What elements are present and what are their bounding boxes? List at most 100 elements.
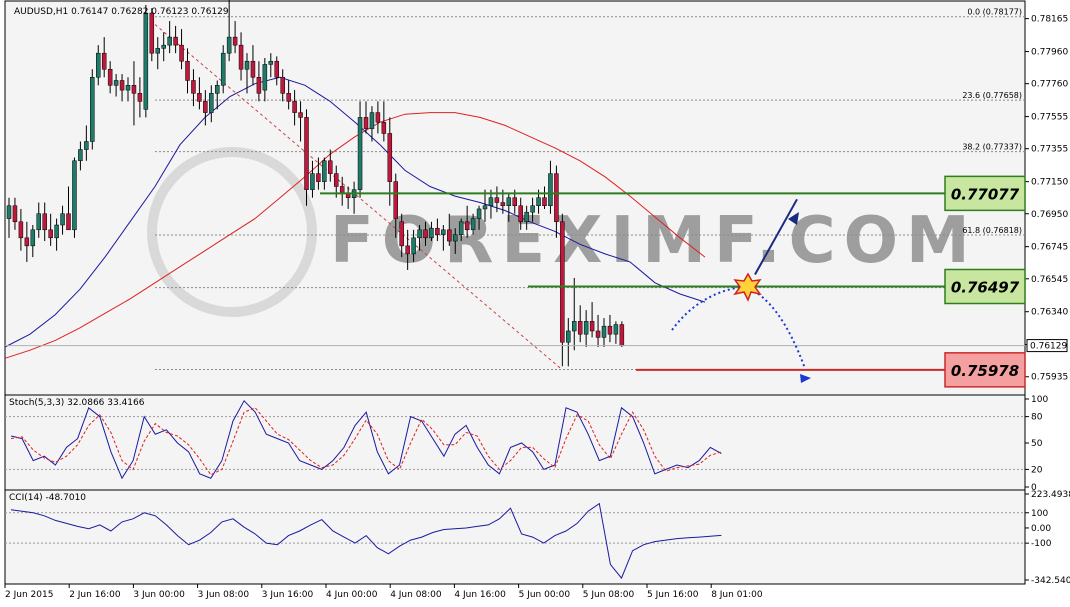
time-tick-label: 5 Jun 16:00 xyxy=(647,590,699,600)
price-tick-label: 0.78165 xyxy=(1031,15,1068,25)
stoch-series-2 xyxy=(10,407,722,476)
candle-body xyxy=(96,52,101,78)
candle-body xyxy=(203,101,208,113)
price-tick-label: 0.77555 xyxy=(1031,113,1068,123)
time-tick-label: 5 Jun 08:00 xyxy=(583,590,635,600)
candle-body xyxy=(435,227,440,235)
candle-body xyxy=(500,202,506,206)
price-tick-label: 0.76745 xyxy=(1031,243,1068,253)
key-level-label: 0.77077 xyxy=(951,185,1020,203)
candle-body xyxy=(363,117,369,129)
panel-frame-3 xyxy=(4,489,1026,585)
price-tick-label: 0.76545 xyxy=(1031,275,1068,285)
breakout-star-icon xyxy=(733,272,762,302)
chart-header: AUDUSD,H1 0.76147 0.76282 0.76123 0.7612… xyxy=(14,7,229,17)
time-tick-label: 2 Jun 16:00 xyxy=(69,590,121,600)
candle-body xyxy=(577,321,583,335)
candle-body xyxy=(560,221,565,343)
time-tick-label: 4 Jun 08:00 xyxy=(390,590,442,600)
candle-body xyxy=(310,173,315,190)
key-level-label: 0.76497 xyxy=(951,278,1020,296)
candle-body xyxy=(238,44,244,70)
candle-body xyxy=(191,80,196,94)
candle-body xyxy=(179,44,184,62)
price-tick-label: 0.77150 xyxy=(1031,178,1068,188)
candle-body xyxy=(441,229,446,235)
candle-body xyxy=(334,173,339,187)
candle-body xyxy=(24,237,30,247)
candle-body xyxy=(161,44,166,49)
candle-body xyxy=(524,211,529,223)
candle-body xyxy=(322,160,327,182)
candle-body xyxy=(220,52,226,86)
candle-body xyxy=(244,60,250,70)
ohlc-label: 0.76147 0.76282 0.76123 0.76129 xyxy=(71,7,229,17)
candle-body xyxy=(137,93,143,102)
candle-body xyxy=(518,205,523,223)
candle-body xyxy=(494,197,500,203)
candle-body xyxy=(143,12,149,110)
candle-body xyxy=(125,85,131,91)
candle-body xyxy=(339,186,345,194)
price-tick-label: 0.77355 xyxy=(1031,145,1068,155)
candle-body xyxy=(48,229,53,239)
candle-body xyxy=(453,234,458,242)
time-tick-label: 2 Jun 2015 xyxy=(5,590,53,600)
candle-body xyxy=(393,181,398,219)
candle-body xyxy=(536,197,541,206)
candle-body xyxy=(512,197,517,206)
watermark: FOREXIMF.COM xyxy=(330,204,978,278)
price-tick-label: 0.75935 xyxy=(1031,373,1068,383)
moving-average-fast xyxy=(4,76,706,348)
fib-level-label: 0.0 (0.78177) xyxy=(967,8,1022,17)
fib-level-label: 38.2 (0.77337) xyxy=(962,143,1022,152)
candle-body xyxy=(572,321,577,332)
current-price-tag xyxy=(1026,339,1068,353)
cci-tick-label: 100 xyxy=(1031,509,1048,519)
candle-body xyxy=(328,160,333,174)
candle-body xyxy=(298,112,303,118)
candle-body xyxy=(173,36,178,46)
key-level-label: 0.75978 xyxy=(951,362,1019,380)
candle-body xyxy=(262,64,268,91)
cci-title: CCI(14) -48.7010 xyxy=(9,493,86,503)
candle-body xyxy=(530,205,535,213)
stoch-tick-label: 0 xyxy=(1031,483,1037,493)
candle-body xyxy=(268,60,274,65)
candle-body xyxy=(357,117,363,190)
candle-body xyxy=(36,213,41,231)
candle-body xyxy=(101,52,107,70)
candle-body xyxy=(54,224,59,239)
candle-body xyxy=(274,60,279,78)
bearish-arrowhead-icon xyxy=(800,374,811,383)
candle-body xyxy=(583,321,589,335)
moving-average-slow xyxy=(4,112,706,359)
candle-body xyxy=(215,85,220,94)
candle-body xyxy=(554,173,559,223)
candle-body xyxy=(601,325,607,338)
candle-body xyxy=(458,221,464,235)
time-tick-label: 5 Jun 00:00 xyxy=(519,590,571,600)
candle-body xyxy=(12,205,18,223)
candle-body xyxy=(256,77,262,94)
candle-body xyxy=(429,227,434,239)
candle-body xyxy=(476,208,482,219)
candle-body xyxy=(286,93,291,102)
candle-body xyxy=(155,48,160,54)
candle-body xyxy=(84,141,89,150)
candle-body xyxy=(107,68,113,86)
candle-body xyxy=(226,36,232,54)
candle-body xyxy=(411,237,416,255)
fib-trend-line xyxy=(145,16,563,371)
candle-body xyxy=(470,218,476,231)
stoch-tick-label: 80 xyxy=(1031,413,1043,423)
candle-body xyxy=(60,213,65,226)
stoch-tick-label: 50 xyxy=(1031,439,1043,449)
time-tick-label: 3 Jun 08:00 xyxy=(198,590,250,600)
key-level-box xyxy=(944,175,1026,212)
cci-series-1 xyxy=(10,502,722,580)
candle-body xyxy=(369,112,375,129)
candle-body xyxy=(66,213,71,231)
